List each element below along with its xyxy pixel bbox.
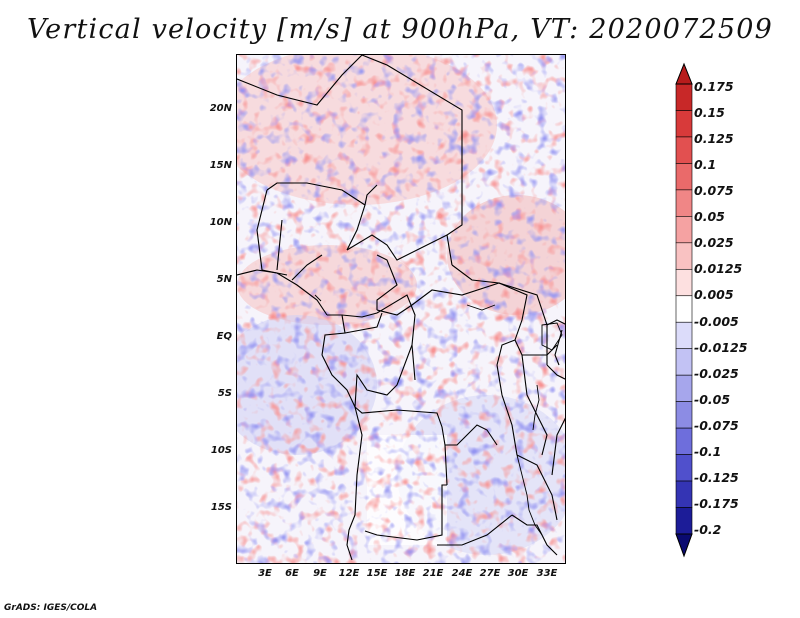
lakes-outline [314, 294, 563, 536]
colorbar-segment [675, 268, 693, 297]
colorbar [675, 62, 693, 558]
grads-credit: GrADS: IGES/COLA [4, 603, 98, 613]
lat-label-15n: 15N [209, 160, 232, 171]
lat-label-10s: 10S [210, 445, 232, 456]
colorbar-label-neg-0.1: -0.1 [694, 444, 722, 459]
colorbar-label-0.15: 0.15 [694, 105, 725, 120]
colorbar-segment [675, 216, 693, 244]
lat-label-10n: 10N [209, 217, 232, 228]
colorbar-label-0.1: 0.1 [694, 157, 717, 172]
colorbar-segment [675, 427, 693, 455]
lon-label-9e: 9E [313, 568, 327, 579]
colorbar-segment [675, 136, 693, 164]
colorbar-label-neg-0.2: -0.2 [694, 522, 722, 537]
colorbar-label-neg-0.025: -0.025 [694, 366, 739, 381]
colorbar-label-neg-0.175: -0.175 [694, 496, 739, 511]
lat-label-5s: 5S [217, 388, 232, 399]
colorbar-segment [675, 533, 693, 557]
colorbar-segments [675, 63, 693, 557]
velocity-field-map [237, 55, 565, 563]
lon-label-3e: 3E [258, 568, 272, 579]
lat-label-20n: 20N [209, 103, 232, 114]
colorbar-segment [675, 348, 693, 376]
colorbar-label-0.05: 0.05 [694, 209, 725, 224]
lon-label-6e: 6E [285, 568, 299, 579]
colorbar-label-neg-0.125: -0.125 [694, 470, 739, 485]
colorbar-label-neg-0.05: -0.05 [694, 392, 731, 407]
colorbar-segment [675, 454, 693, 482]
lon-label-33e: 33E [536, 568, 558, 579]
colorbar-segment [675, 163, 693, 191]
country-borders [237, 55, 565, 561]
colorbar-segment [675, 507, 693, 535]
colorbar-label-0.175: 0.175 [694, 79, 734, 94]
lon-label-21e: 21E [422, 568, 444, 579]
colorbar-label-0.0125: 0.0125 [694, 261, 743, 276]
colorbar-outline-arrows [675, 62, 693, 558]
colorbar-label-0.075: 0.075 [694, 183, 734, 198]
map-title: Vertical velocity [m/s] at 900hPa, VT: 2… [26, 14, 774, 45]
map-plot-area [236, 54, 566, 564]
colorbar-label-neg-0.0125: -0.0125 [694, 340, 748, 355]
colorbar-label-0.025: 0.025 [694, 235, 734, 250]
colorbar-segment [675, 189, 693, 217]
lon-label-24e: 24E [451, 568, 473, 579]
colorbar-label-neg-0.075: -0.075 [694, 418, 739, 433]
colorbar-segment [675, 295, 693, 323]
lon-label-15e: 15E [366, 568, 388, 579]
colorbar-segment [675, 321, 693, 350]
colorbar-label-neg-0.005: -0.005 [694, 314, 739, 329]
colorbar-segment [675, 110, 693, 138]
colorbar-segment [675, 83, 693, 111]
colorbar-segment [675, 63, 693, 85]
velocity-noise-field [237, 55, 565, 563]
lon-label-27e: 27E [479, 568, 501, 579]
colorbar-label-0.125: 0.125 [694, 131, 734, 146]
colorbar-segment [675, 242, 693, 270]
lat-label-eq: EQ [216, 331, 232, 342]
colorbar-segment [675, 480, 693, 508]
lon-label-12e: 12E [338, 568, 360, 579]
lat-label-15s: 15S [210, 502, 232, 513]
lon-label-18e: 18E [394, 568, 416, 579]
colorbar-label-0.005: 0.005 [694, 287, 734, 302]
lon-label-30e: 30E [507, 568, 529, 579]
colorbar-segment [675, 401, 693, 429]
colorbar-segment [675, 374, 693, 402]
lat-label-5n: 5N [216, 274, 232, 285]
